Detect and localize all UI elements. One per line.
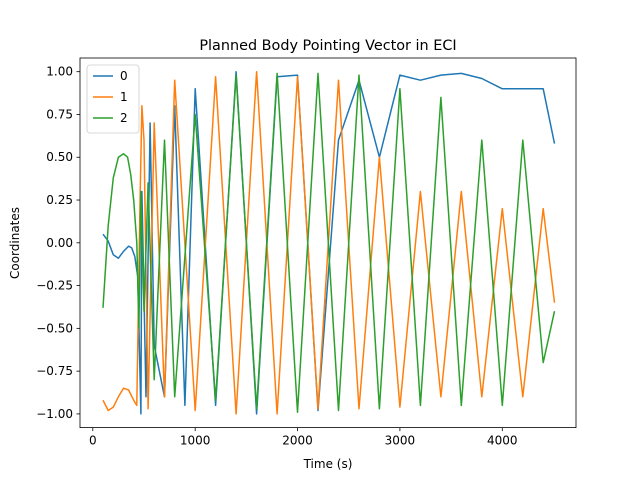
- y-axis-title: Coordinates: [8, 207, 22, 279]
- legend: 0 1 2: [86, 64, 140, 134]
- y-tick-label: 0.50: [46, 150, 73, 164]
- series-line-2: [102, 72, 556, 413]
- y-tick-label: 0.75: [46, 107, 73, 121]
- y-tick-label: 0.00: [46, 236, 73, 250]
- y-tick-label: 1.00: [46, 65, 73, 79]
- x-tick-label: 0: [89, 434, 97, 448]
- x-axis-title: Time (s): [303, 457, 353, 471]
- chart-title: Planned Body Pointing Vector in ECI: [199, 38, 456, 54]
- legend-label-0: 0: [120, 69, 128, 83]
- legend-label-1: 1: [120, 90, 128, 104]
- y-tick-label: −1.00: [36, 407, 73, 421]
- y-tick-label: −0.50: [36, 321, 73, 335]
- series-layer: [102, 70, 556, 415]
- legend-label-2: 2: [120, 111, 128, 125]
- legend-frame: [86, 64, 140, 134]
- x-axis: 0 1000 2000 3000 4000: [89, 427, 518, 448]
- x-tick-label: 3000: [385, 434, 416, 448]
- y-tick-label: −0.75: [36, 364, 73, 378]
- x-tick-label: 4000: [487, 434, 518, 448]
- x-tick-label: 2000: [282, 434, 313, 448]
- y-tick-label: −0.25: [36, 279, 73, 293]
- y-tick-label: 0.25: [46, 193, 73, 207]
- x-tick-label: 1000: [180, 434, 211, 448]
- y-axis: −1.00 −0.75 −0.50 −0.25 0.00 0.25 0.50 0.75 1.00: [36, 65, 80, 421]
